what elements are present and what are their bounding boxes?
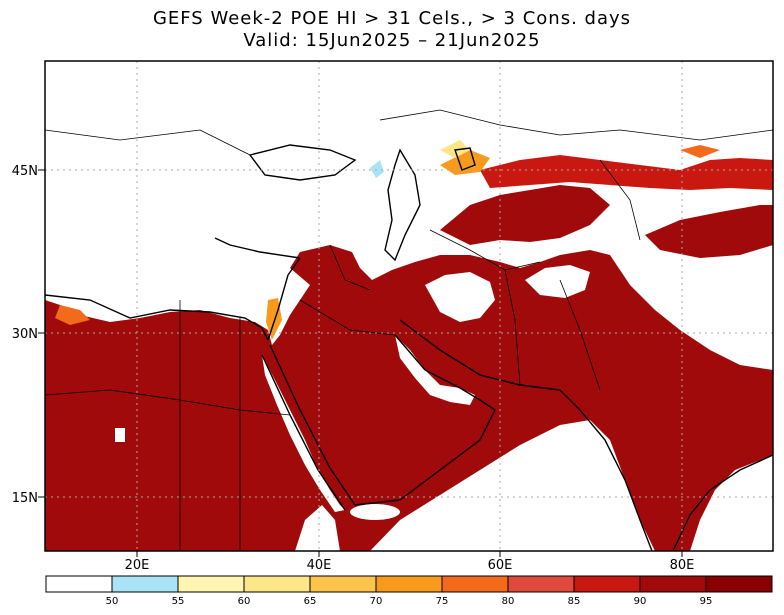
- latitude-labels: 45N 30N 15N: [12, 164, 45, 506]
- lat-label: 15N: [12, 491, 38, 506]
- border-line: [299, 299, 396, 336]
- lon-label: 60E: [488, 558, 513, 573]
- heat-field-tibet-north: [645, 205, 773, 258]
- map-frame: [44, 60, 774, 552]
- borders: [45, 109, 773, 551]
- graticule: [45, 61, 773, 551]
- colorbar-swatch: [507, 575, 575, 593]
- colorbar-label: 95: [700, 596, 713, 607]
- map-title-line1: GEFS Week-2 POE HI > 31 Cels., > 3 Cons.…: [152, 8, 632, 29]
- heat-field-central-asia: [440, 185, 610, 245]
- kazakh-edge-blue: [370, 160, 384, 178]
- colorbar-label: 50: [106, 596, 119, 607]
- border-line: [45, 129, 251, 156]
- lat-label: 45N: [12, 164, 38, 179]
- colorbar-swatch: [177, 575, 245, 593]
- colorbar-swatch: [243, 575, 311, 593]
- kazakh-edge-orange: [440, 150, 490, 175]
- black-sea: [248, 144, 357, 181]
- map-plot-area: [45, 61, 773, 551]
- border-line: [599, 159, 641, 241]
- aral-sea: [454, 147, 476, 171]
- colorbar: 50 55 60 65 70 75 80 85 90 95: [45, 575, 773, 607]
- colorbar-swatch: [573, 575, 641, 593]
- colorbar-label: 65: [304, 596, 317, 607]
- red-sea-coast-west: [261, 354, 346, 511]
- colorbar-label: 90: [634, 596, 647, 607]
- longitude-labels: 20E 40E 60E 80E: [125, 551, 695, 573]
- levant-coast: [267, 257, 301, 341]
- colorbar-swatch: [705, 575, 773, 593]
- border-line: [559, 279, 601, 391]
- colorbar-swatch: [111, 575, 179, 593]
- map-title-line2: Valid: 15Jun2025 – 21Jun2025: [243, 30, 541, 51]
- caspian-sea: [384, 148, 421, 262]
- border-line: [429, 229, 541, 271]
- persian-gulf: [395, 335, 475, 405]
- india-west-coast: [579, 409, 653, 551]
- colorbar-label: 80: [502, 596, 515, 607]
- bay-of-bengal: [690, 455, 773, 551]
- border-line: [109, 389, 291, 416]
- border-line: [379, 109, 773, 141]
- arabia-south-coast: [354, 409, 496, 506]
- colorbar-label: 75: [436, 596, 449, 607]
- colorbar-label: 85: [568, 596, 581, 607]
- kazakh-edge-yellow: [440, 140, 470, 158]
- border-line: [329, 244, 371, 291]
- colorbar-label: 55: [172, 596, 185, 607]
- border-line: [45, 389, 111, 396]
- heat-field-kazakh-band: [480, 155, 773, 190]
- iran-plateau-gap: [425, 272, 495, 322]
- lon-label: 20E: [125, 558, 150, 573]
- ethiopian-highland-gap: [295, 505, 340, 551]
- colorbar-label: 70: [370, 596, 383, 607]
- colorbar-swatch: [45, 575, 113, 593]
- red-sea-coast-east: [269, 344, 356, 506]
- darfur-highland-gap: [115, 428, 125, 442]
- colorbar-swatch: [441, 575, 509, 593]
- mediterranean-south-coast: [45, 294, 269, 341]
- arabian-sea: [370, 420, 655, 551]
- yemen-highland-gap: [350, 504, 400, 520]
- lon-label: 40E: [307, 558, 332, 573]
- colorbar-swatch: [309, 575, 377, 593]
- colorbar-swatch: [375, 575, 443, 593]
- lon-label: 80E: [670, 558, 695, 573]
- turkey-south-coast: [214, 237, 301, 259]
- sahara-edge-orange: [55, 305, 90, 325]
- border-line: [504, 269, 521, 386]
- afghan-highland-gap: [525, 265, 590, 298]
- india-east-coast: [672, 454, 773, 551]
- colorbar-label: 60: [238, 596, 251, 607]
- lat-label: 30N: [12, 327, 38, 342]
- mongolia-edge-orange: [680, 145, 720, 158]
- himalaya-gap: [630, 260, 773, 350]
- gulf-coast: [394, 334, 496, 411]
- colorbar-swatch: [639, 575, 707, 593]
